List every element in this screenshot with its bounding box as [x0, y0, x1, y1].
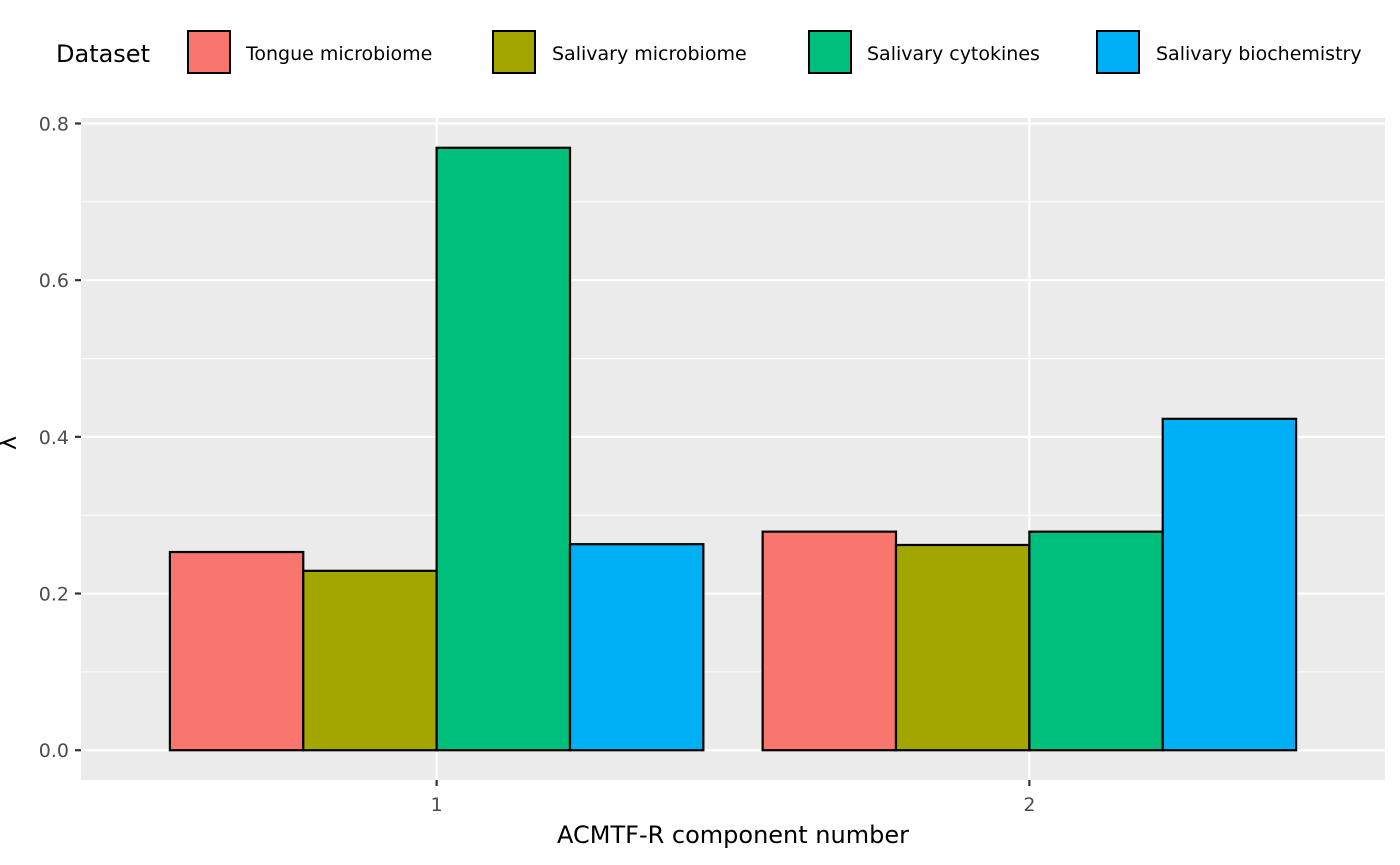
legend-item-salivary-biochemistry: Salivary biochemistry: [1096, 30, 1362, 74]
legend-item-salivary-microbiome: Salivary microbiome: [492, 30, 747, 74]
legend-key-salivary-microbiome: [492, 30, 536, 74]
x-tick-label: 1: [431, 794, 443, 816]
legend-key-salivary-biochemistry: [1096, 30, 1140, 74]
bar-salivary-cytokines-2: [1028, 530, 1164, 752]
bar-salivary-biochemistry-1: [568, 543, 705, 752]
x-tick-label: 2: [1023, 794, 1035, 816]
legend-label-tongue-microbiome: Tongue microbiome: [245, 43, 432, 65]
legend-key-salivary-cytokines: [808, 30, 852, 74]
bar-tongue-microbiome-1: [168, 550, 305, 752]
y-tick-label: 0.0: [39, 740, 69, 762]
legend: Dataset Tongue microbiome Salivary micro…: [56, 30, 1362, 74]
bar-salivary-microbiome-1: [302, 569, 438, 752]
bar-tongue-microbiome-2: [761, 530, 898, 752]
legend-title: Dataset: [56, 40, 150, 68]
legend-label-salivary-microbiome: Salivary microbiome: [552, 43, 747, 65]
y-axis-title: λ: [0, 436, 22, 450]
bar-salivary-microbiome-2: [894, 543, 1031, 752]
legend-key-tongue-microbiome: [187, 30, 231, 74]
legend-label-salivary-biochemistry: Salivary biochemistry: [1156, 43, 1362, 65]
y-tick-label: 0.6: [39, 270, 69, 292]
legend-item-tongue-microbiome: Tongue microbiome: [187, 30, 432, 74]
y-tick-label: 0.2: [39, 584, 69, 606]
legend-label-salivary-cytokines: Salivary cytokines: [867, 43, 1040, 65]
y-axis: 0.0 0.2 0.4 0.6 0.8: [39, 113, 81, 762]
y-tick-label: 0.4: [39, 427, 69, 449]
bars: [168, 146, 1298, 752]
bar-salivary-biochemistry-2: [1161, 417, 1298, 752]
y-tick-label: 0.8: [39, 113, 69, 135]
bar-salivary-cytokines-1: [435, 146, 572, 752]
legend-item-salivary-cytokines: Salivary cytokines: [808, 30, 1040, 74]
x-axis-title: ACMTF-R component number: [557, 821, 909, 849]
